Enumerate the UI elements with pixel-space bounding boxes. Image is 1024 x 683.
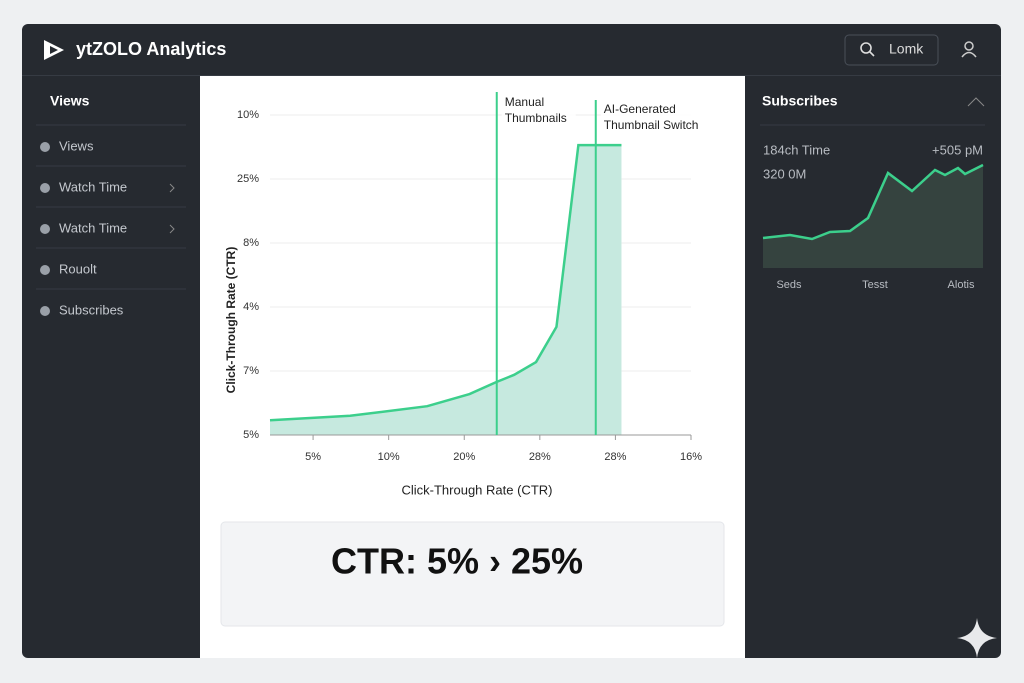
y-tick-label: 10%	[237, 109, 259, 121]
y-axis-label: Click-Through Rate (CTR)	[224, 247, 238, 394]
y-tick-label: 4%	[243, 301, 259, 313]
y-tick-label: 5%	[243, 429, 259, 441]
side-x-label: Alotis	[948, 279, 975, 291]
side-chevron	[967, 97, 985, 107]
x-tick-label: 28%	[529, 451, 551, 463]
user-icon-body	[961, 51, 977, 58]
chevron	[169, 224, 175, 234]
annotation-text: Thumbnails	[505, 111, 567, 125]
annotation-text: AI-Generated	[604, 102, 676, 116]
sidebar-icon	[40, 306, 50, 316]
side-label: +505 pM	[932, 142, 983, 157]
annotation-text: Manual	[505, 95, 544, 109]
annotation-box	[501, 92, 576, 132]
annotation-text: Thumbnail Switch	[604, 118, 699, 132]
x-tick-label: 16%	[680, 451, 702, 463]
sidebar-icon	[40, 183, 50, 193]
sidebar-item[interactable]: Views	[59, 138, 94, 153]
y-tick-label: 8%	[243, 237, 259, 249]
area-fill	[270, 145, 622, 435]
side-x-label: Tesst	[862, 279, 888, 291]
sidebar-title: Views	[50, 93, 90, 109]
area-line	[269, 143, 622, 422]
side-x-label: Seds	[776, 279, 802, 291]
user-icon[interactable]	[964, 41, 974, 51]
search-button[interactable]	[844, 34, 939, 66]
x-tick-label: 5%	[305, 451, 321, 463]
side-label: 320 0M	[763, 166, 806, 181]
side-label: 184ch Time	[763, 142, 830, 157]
summary-card	[220, 521, 725, 627]
sparkle-icon	[957, 618, 997, 658]
sidebar-item[interactable]: Watch Time	[59, 179, 127, 194]
search-label[interactable]: Lomk	[889, 41, 924, 57]
annotation-box	[600, 98, 709, 138]
summary-text: CTR: 5% › 25%	[331, 541, 583, 582]
header-divider	[22, 75, 1001, 76]
area-fill	[763, 165, 983, 268]
side-title: Subscribes	[762, 93, 838, 109]
search-icon	[860, 42, 872, 54]
sidebar-icon	[40, 224, 50, 234]
app-title: ytZOLO Analytics	[76, 39, 226, 59]
y-tick-label: 7%	[243, 365, 259, 377]
x-axis-label: Click-Through Rate (CTR)	[402, 482, 553, 497]
search-icon-handle	[869, 51, 875, 57]
sidebar-icon	[40, 265, 50, 275]
sidebar-item[interactable]: Watch Time	[59, 220, 127, 235]
chevron	[169, 183, 175, 193]
y-tick-label: 25%	[237, 173, 259, 185]
x-tick-label: 28%	[604, 451, 626, 463]
sidebar-item[interactable]: Rouolt	[59, 261, 97, 276]
logo	[44, 40, 64, 60]
x-tick-label: 10%	[378, 451, 400, 463]
sidebar-icon	[40, 142, 50, 152]
area-line	[762, 163, 984, 241]
x-tick-label: 20%	[453, 451, 475, 463]
sidebar-item[interactable]: Subscribes	[59, 302, 124, 317]
